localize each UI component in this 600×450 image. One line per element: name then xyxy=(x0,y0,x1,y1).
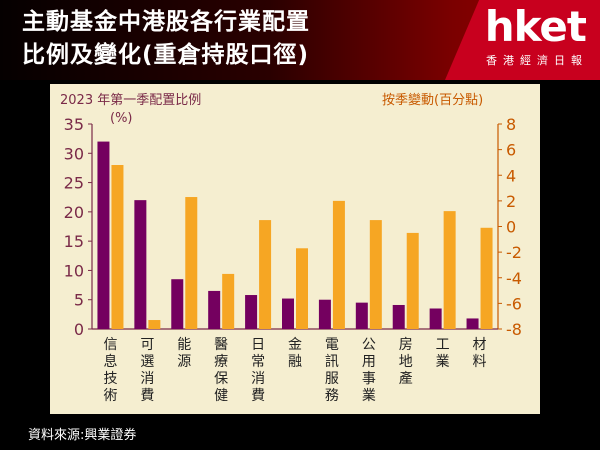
category-label-char: 術 xyxy=(103,388,117,404)
left-axis-title-line1: 2023 年第一季配置比例 xyxy=(60,93,201,108)
right-axis-title: 按季變動(百分點) xyxy=(382,92,483,108)
bar-change xyxy=(111,165,124,329)
chart: 2023 年第一季配置比例 (%) 按季變動(百分點) 051015202530… xyxy=(60,92,522,404)
hket-logo-subtitle: 香港經濟日報 xyxy=(486,54,588,67)
left-tick-label: 15 xyxy=(64,232,84,251)
category-label-char: 費 xyxy=(251,388,265,404)
bar-allocation xyxy=(134,200,147,329)
hket-logo: hket xyxy=(484,2,587,51)
category-label-char: 電 xyxy=(325,337,339,353)
chart-panel: 2023 年第一季配置比例 (%) 按季變動(百分點) 0 5 10 15 20 25 30… xyxy=(50,84,540,414)
bar-allocation xyxy=(429,308,442,329)
left-axis-title-line2: (%) xyxy=(110,111,133,126)
category-label-char: 健 xyxy=(214,388,228,404)
category-label-char: 保 xyxy=(214,371,228,387)
left-tick-label: 25 xyxy=(64,174,84,193)
bar-allocation xyxy=(466,318,479,329)
bar-change xyxy=(406,232,419,329)
category-label-char: 費 xyxy=(140,388,154,404)
category-label-char: 業 xyxy=(362,388,376,404)
header-banner: 主動基金中港股各行業配置 比例及變化(重倉持股口徑) hket 香港經濟日報 xyxy=(0,0,600,80)
category-label-char: 日 xyxy=(251,337,265,353)
right-tick-label: 8 xyxy=(506,115,516,134)
category-label-char: 選 xyxy=(140,354,154,370)
category-label-char: 產 xyxy=(399,370,413,387)
category-label-char: 源 xyxy=(177,354,191,370)
right-tick-label: -4 xyxy=(506,269,522,288)
category-label-char: 可 xyxy=(140,337,154,353)
bar-change xyxy=(296,248,308,329)
page-title: 主動基金中港股各行業配置 比例及變化(重倉持股口徑) xyxy=(22,6,310,72)
bar-allocation xyxy=(318,299,331,329)
category-label-char: 息 xyxy=(103,353,117,370)
category-label-char: 務 xyxy=(325,388,339,404)
left-tick-label: 5 xyxy=(74,291,84,310)
bar-allocation xyxy=(97,141,110,329)
left-tick-label: 20 xyxy=(64,203,84,222)
category-label-char: 事 xyxy=(362,371,376,387)
right-tick-label: -6 xyxy=(506,294,522,313)
bar-allocation xyxy=(392,304,405,329)
left-tick-label: 0 xyxy=(74,320,84,339)
category-label-char: 醫 xyxy=(214,337,228,353)
title-line-2: 比例及變化(重倉持股口徑) xyxy=(22,42,310,68)
left-tick-label: 10 xyxy=(64,261,84,280)
category-label-char: 融 xyxy=(288,354,302,370)
right-tick-label: 0 xyxy=(506,218,516,237)
bar-allocation xyxy=(245,295,258,329)
category-label-char: 用 xyxy=(362,354,376,370)
bar-allocation xyxy=(282,298,294,329)
category-label-char: 料 xyxy=(473,354,487,370)
bar-change xyxy=(185,197,198,329)
left-tick-label: 35 xyxy=(64,115,84,134)
title-line-1: 主動基金中港股各行業配置 xyxy=(22,9,310,35)
bar-allocation xyxy=(355,302,368,329)
category-label-char: 房 xyxy=(399,337,413,353)
bar-change xyxy=(332,200,345,329)
bar-change xyxy=(222,273,235,329)
category-label-char: 工 xyxy=(436,337,450,353)
bar-change xyxy=(148,320,161,329)
category-label-char: 信 xyxy=(103,337,117,353)
right-tick-label: 4 xyxy=(506,166,516,185)
category-label-char: 業 xyxy=(436,354,450,370)
category-label-char: 消 xyxy=(251,371,265,387)
bar-change xyxy=(369,220,382,329)
right-tick-label: -8 xyxy=(506,320,522,339)
category-label-char: 地 xyxy=(399,354,413,370)
category-label-char: 金 xyxy=(288,337,302,353)
category-label-char: 技 xyxy=(103,371,117,387)
bar-change xyxy=(443,211,456,329)
category-label-char: 消 xyxy=(140,371,154,387)
category-label-char: 常 xyxy=(251,354,265,370)
source-note: 資料來源:興業證券 xyxy=(28,428,137,443)
right-tick-label: 2 xyxy=(506,192,516,211)
category-label-char: 材 xyxy=(473,337,487,353)
bar-allocation xyxy=(208,290,221,329)
bar-allocation xyxy=(171,279,184,329)
category-label-char: 訊 xyxy=(325,354,339,370)
category-label-char: 療 xyxy=(214,353,228,370)
category-label-char: 公 xyxy=(362,337,376,353)
category-label-char: 服 xyxy=(325,371,339,387)
right-tick-label: 6 xyxy=(506,141,516,160)
bar-change xyxy=(480,227,493,329)
right-tick-label: -2 xyxy=(506,243,522,262)
left-tick-label: 30 xyxy=(64,144,84,163)
category-label-char: 能 xyxy=(177,337,191,353)
bar-change xyxy=(259,220,272,329)
